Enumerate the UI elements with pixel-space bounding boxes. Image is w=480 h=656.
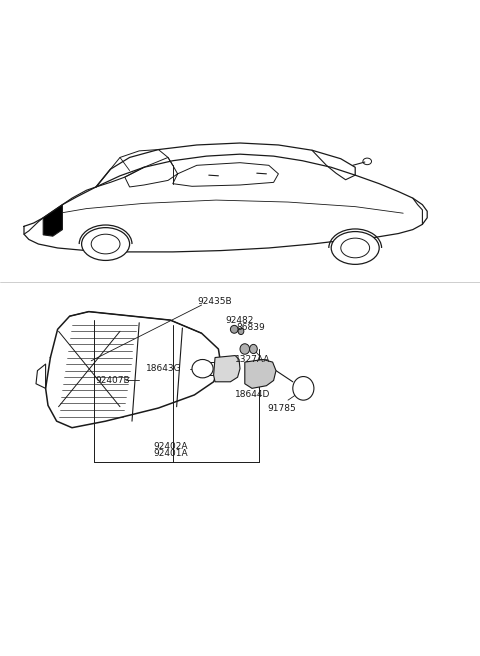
Text: 86839: 86839	[236, 323, 265, 333]
Ellipse shape	[341, 238, 370, 258]
Text: 92482: 92482	[226, 316, 254, 325]
Text: 92402A: 92402A	[153, 441, 188, 451]
Ellipse shape	[250, 344, 257, 354]
Polygon shape	[245, 359, 276, 388]
Polygon shape	[43, 205, 62, 236]
Ellipse shape	[230, 325, 238, 333]
Polygon shape	[214, 356, 240, 382]
Ellipse shape	[192, 359, 213, 378]
Ellipse shape	[82, 228, 130, 260]
Text: 92401A: 92401A	[153, 449, 188, 459]
Text: 18644D: 18644D	[235, 390, 271, 400]
Text: 18643G: 18643G	[146, 364, 182, 373]
Text: 1327AA: 1327AA	[235, 355, 271, 364]
Ellipse shape	[238, 328, 244, 335]
Text: 91785: 91785	[268, 403, 297, 413]
Text: 92407B: 92407B	[95, 376, 130, 385]
Ellipse shape	[91, 234, 120, 254]
Ellipse shape	[293, 377, 314, 400]
Ellipse shape	[363, 158, 372, 165]
Ellipse shape	[331, 232, 379, 264]
Text: 92435B: 92435B	[198, 297, 232, 306]
Ellipse shape	[240, 344, 250, 354]
